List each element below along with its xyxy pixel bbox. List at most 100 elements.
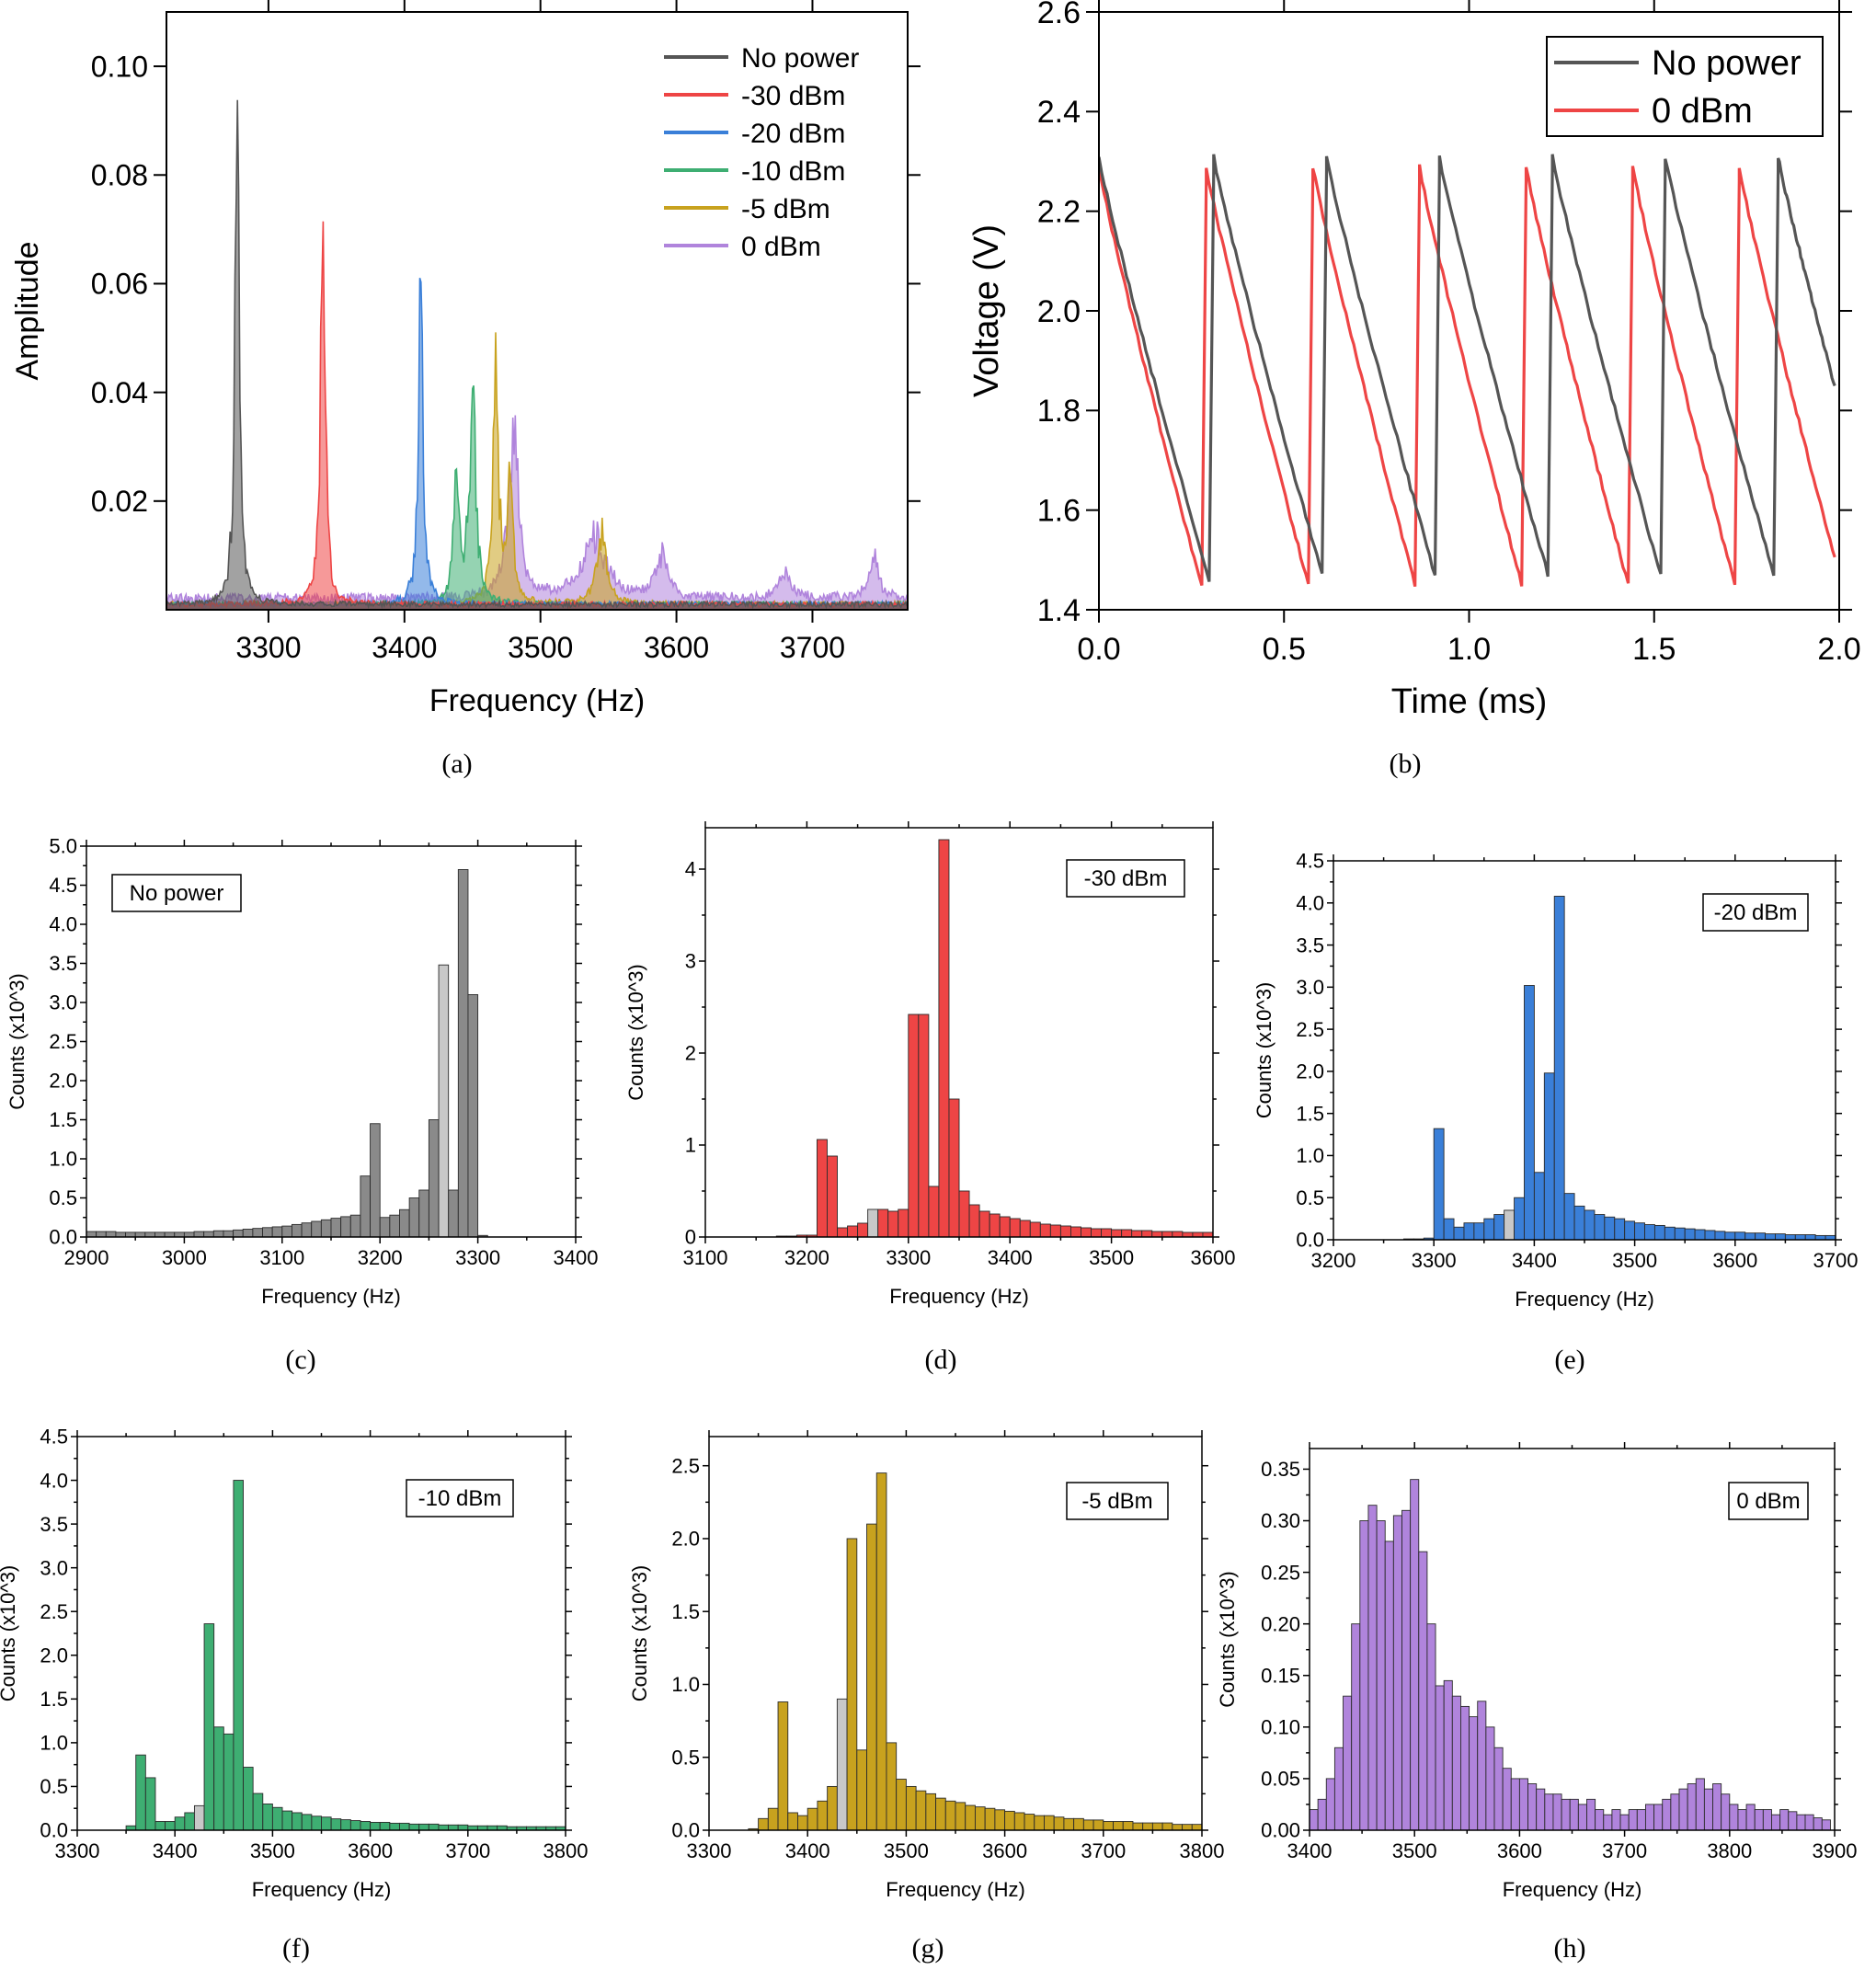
panel-caption: (b) [1390,749,1422,779]
bar [1563,1193,1575,1241]
x-tick-label: 3400 [372,631,437,664]
x-tick-label: 2900 [64,1246,109,1269]
bar [1543,1072,1555,1241]
y-tick-label: 0.06 [91,268,148,301]
bar [389,1214,400,1238]
bar [1611,1809,1621,1831]
bar [340,1819,351,1831]
x-tick-label: 3300 [1412,1249,1457,1272]
x-tick-label: 3300 [886,1246,931,1269]
bar [1614,1218,1626,1241]
bar [1451,1695,1461,1831]
bar [1433,1128,1445,1241]
bar [1309,1809,1319,1831]
bar [1151,1822,1163,1831]
x-tick-label: 2.0 [1817,632,1860,667]
bar [1754,1809,1764,1831]
bar [758,1817,769,1831]
bar [1721,1793,1731,1831]
y-tick-label: 2.0 [671,1528,700,1551]
y-tick-label: 0.0 [49,1226,77,1249]
x-tick-label: 3200 [358,1246,403,1269]
y-tick-label: 4.5 [40,1426,68,1449]
bar [1518,1778,1528,1831]
bar [827,1155,838,1238]
bar [1687,1783,1697,1831]
bar [777,1701,789,1831]
bar [1502,1768,1512,1831]
label-box [406,1479,514,1518]
bar [1744,1232,1756,1241]
y-tick-label: 4 [685,858,696,881]
x-tick-label: 3000 [162,1246,207,1269]
bar [1544,1793,1554,1831]
bar [291,1223,303,1238]
bar [360,1821,372,1831]
plot-frame [166,11,909,611]
bar [847,1225,859,1238]
bar [154,1231,166,1238]
y-tick-label: 2.6 [1037,0,1081,30]
y-tick-label: 3.5 [1296,933,1324,956]
bar [1401,1509,1412,1831]
x-tick-label: 3500 [250,1839,295,1862]
x-tick-label: 3900 [1813,1839,1858,1862]
y-tick-label: 2.5 [40,1600,68,1623]
label-box-text: 0 dBm [1736,1489,1800,1514]
bar [262,1804,273,1831]
series-line--30 dBm [166,221,908,610]
bar [1694,1229,1706,1241]
bar [1459,1705,1470,1831]
x-tick-label: 3600 [348,1839,393,1862]
x-tick-label: 3300 [55,1839,100,1862]
bar [1695,1778,1705,1831]
bar [252,1228,263,1238]
bar [1674,1227,1686,1241]
y-tick-label: 2.5 [671,1454,700,1477]
bar [1081,1227,1092,1238]
y-tick-label: 1.0 [1296,1144,1324,1167]
panel-caption: (f) [282,1933,310,1964]
bar [262,1227,273,1238]
y-tick-label: 0.35 [1261,1458,1300,1481]
bar [938,839,950,1238]
bar [1453,1226,1465,1241]
bar [856,1749,867,1831]
bar [787,1812,798,1831]
panel-caption: (d) [925,1345,957,1375]
bar [1653,1224,1665,1241]
series-fill--5 dBm [166,332,908,610]
bar [994,1809,1006,1831]
bar [1493,1214,1505,1241]
bar [1151,1231,1163,1238]
bar [1325,1778,1335,1831]
bar [379,1821,391,1831]
bar [1524,985,1535,1241]
bar [1670,1793,1680,1831]
bar [134,1231,146,1238]
bar [438,1824,450,1831]
bar [448,1824,459,1831]
bar [1664,1226,1676,1241]
x-tick-label: 3700 [1602,1839,1647,1862]
bar [846,1538,858,1831]
x-tick-label: 3800 [1707,1839,1752,1862]
bar [875,1472,887,1831]
bar [1784,1234,1796,1241]
label-box [111,874,242,912]
trace-0 dBm [1099,164,1836,588]
bar [1317,1798,1327,1831]
series-fill--10 dBm [166,385,908,610]
bar [321,1816,332,1831]
bar [1351,1623,1361,1831]
bar [915,1790,927,1831]
y-tick-label: 1.4 [1037,593,1081,628]
bar [154,1821,166,1831]
bar [1049,1224,1061,1238]
bar [281,1225,292,1238]
bar [1504,1209,1516,1241]
bar [1384,1540,1394,1831]
x-tick-label: 0.0 [1077,632,1120,667]
panel-caption: (a) [441,749,472,779]
bar [1418,1551,1428,1831]
